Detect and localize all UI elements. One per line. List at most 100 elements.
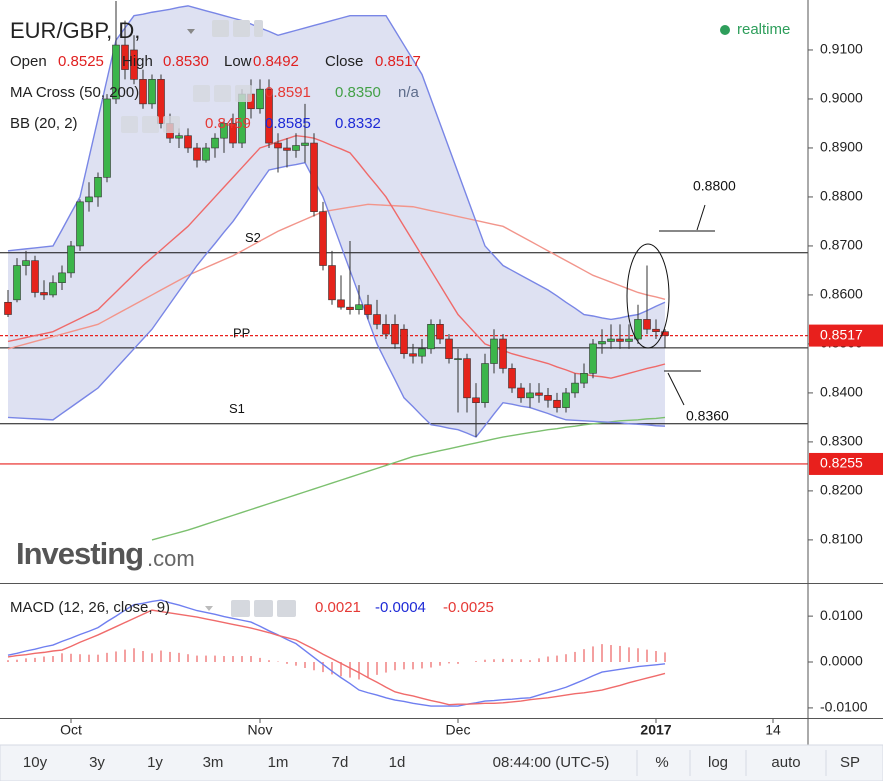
x-tick-label: Nov — [248, 722, 273, 738]
candle-body — [526, 392, 534, 399]
range-button[interactable]: 3y — [89, 754, 105, 771]
pivot-label: S1 — [229, 401, 245, 416]
candle-body — [67, 245, 75, 274]
pivot-label: PP — [233, 325, 250, 340]
x-tick-label: Dec — [446, 722, 471, 738]
candle-body — [256, 88, 264, 110]
indicator-icon[interactable] — [193, 85, 210, 102]
indicator-line — [7, 134, 666, 379]
watermark-brand: Investing — [16, 536, 143, 571]
candle-body — [220, 123, 228, 139]
dropdown-caret[interactable] — [187, 29, 195, 34]
indicator-icon[interactable] — [277, 600, 296, 617]
icon-close[interactable] — [254, 20, 263, 37]
indicator-icon[interactable] — [254, 600, 273, 617]
candle-body — [31, 260, 39, 293]
candle-body — [625, 338, 633, 342]
callout — [696, 204, 706, 231]
range-button[interactable]: 1d — [389, 754, 406, 771]
range-button[interactable]: 3m — [203, 754, 224, 771]
candle-body — [40, 292, 48, 296]
candle-body — [553, 399, 561, 408]
option-button[interactable]: auto — [771, 754, 800, 771]
candle-body — [310, 142, 318, 212]
highlight-ellipse — [626, 243, 670, 349]
candle-body — [544, 395, 552, 401]
candle-body — [121, 44, 129, 70]
x-tick-label: 14 — [765, 722, 781, 738]
candle-body — [4, 301, 12, 315]
symbol-title: EUR/GBP, D, — [10, 18, 140, 43]
candle-body — [418, 348, 426, 357]
legend-label: Low — [224, 53, 252, 70]
candle-body — [346, 306, 354, 310]
indicator-icon[interactable] — [163, 116, 180, 133]
range-button[interactable]: 10y — [23, 754, 48, 771]
candle-body — [157, 79, 165, 124]
indicator-value: 0.8591 — [265, 84, 311, 101]
candle-body — [202, 147, 210, 161]
candle-body — [22, 260, 30, 266]
candle-body — [481, 363, 489, 404]
range-button[interactable]: 7d — [332, 754, 349, 771]
option-button[interactable]: % — [655, 754, 668, 771]
candle-body — [373, 314, 381, 325]
indicator-value: -0.0004 — [375, 599, 426, 616]
macd-line — [7, 609, 666, 706]
candle-body — [454, 358, 462, 360]
candle-body — [49, 282, 57, 296]
dropdown-caret[interactable] — [205, 606, 213, 611]
indicator-icon[interactable] — [231, 600, 250, 617]
icon-settings[interactable] — [233, 20, 250, 37]
option-button[interactable]: SP — [840, 754, 860, 771]
bb-fill — [8, 5, 665, 438]
price-tag-label: 0.8517 — [820, 326, 863, 342]
range-button[interactable]: 1m — [268, 754, 289, 771]
y-tick-label: 0.8300 — [820, 433, 863, 449]
indicator-value: 0.8585 — [265, 115, 311, 132]
x-tick-label: Oct — [60, 722, 82, 738]
indicator-icon[interactable] — [214, 85, 231, 102]
candle-body — [58, 272, 66, 283]
indicator-icon[interactable] — [235, 85, 252, 102]
icon-eye[interactable] — [212, 20, 229, 37]
candle-body — [463, 358, 471, 399]
indicator-line — [7, 5, 666, 321]
legend-label: Close — [325, 53, 363, 70]
candle-body — [328, 265, 336, 301]
candle-body — [499, 338, 507, 369]
candle-body — [445, 338, 453, 359]
candle-body — [274, 142, 282, 149]
indicator-value: 0.8350 — [335, 84, 381, 101]
candle-body — [382, 324, 390, 335]
indicator-icon[interactable] — [121, 116, 138, 133]
indicator-value: 0.8332 — [335, 115, 381, 132]
candle-body — [364, 304, 372, 315]
candle-body — [409, 353, 417, 357]
price-tag — [809, 452, 883, 475]
candle-body — [490, 338, 498, 364]
candle-body — [148, 79, 156, 105]
y-tick-label: 0.8700 — [820, 237, 863, 253]
y-tick-label: 0.8100 — [820, 531, 863, 547]
indicator-line — [151, 416, 666, 541]
y-tick-label: 0.8400 — [820, 384, 863, 400]
candle-body — [211, 137, 219, 149]
indicator-icon[interactable] — [142, 116, 159, 133]
candle-body — [175, 135, 183, 139]
candle-body — [103, 98, 111, 178]
candle-body — [184, 135, 192, 149]
y-tick-label: 0.9100 — [820, 41, 863, 57]
candle-body — [85, 196, 93, 203]
candle-body — [139, 79, 147, 105]
callout — [667, 372, 685, 406]
candle-body — [634, 319, 642, 340]
candle-body — [436, 324, 444, 340]
plot-layer: S2 PP S1 0.8800 0.8360 Investing .com — [0, 0, 808, 707]
price-tag — [809, 324, 883, 347]
range-button[interactable]: 1y — [147, 754, 163, 771]
y-tick-label: 0.8600 — [820, 286, 863, 302]
toolbar — [0, 744, 883, 781]
candle-body — [400, 328, 408, 355]
option-button[interactable]: log — [708, 754, 728, 771]
